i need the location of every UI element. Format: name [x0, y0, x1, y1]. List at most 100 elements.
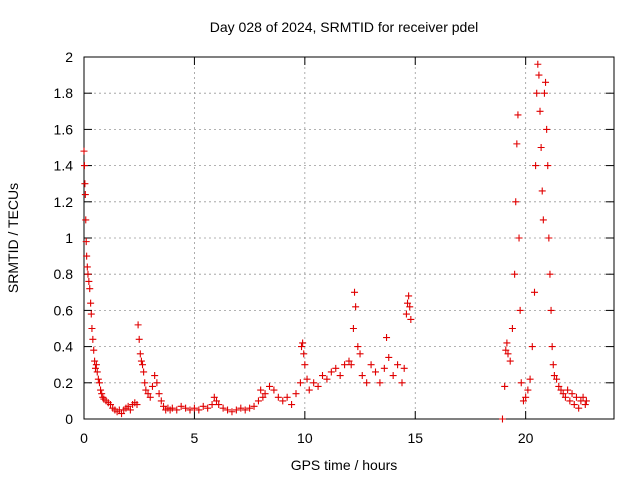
- y-tick-label: 1.6: [54, 121, 74, 137]
- data-point: [559, 390, 567, 398]
- x-tick-label: 5: [191, 430, 199, 446]
- data-point: [107, 401, 114, 409]
- data-point: [394, 361, 402, 369]
- data-point: [372, 368, 379, 376]
- data-point: [80, 162, 88, 170]
- data-point: [376, 379, 384, 387]
- data-point: [91, 364, 99, 372]
- data-point: [532, 162, 540, 170]
- y-tick-label: 2: [65, 49, 73, 65]
- x-tick-label: 20: [518, 430, 534, 446]
- data-point: [314, 382, 322, 390]
- data-point: [341, 361, 349, 369]
- data-point: [501, 382, 509, 390]
- data-point: [298, 343, 306, 351]
- data-point: [383, 334, 391, 342]
- y-tick-label: 1.2: [54, 194, 74, 210]
- data-point: [301, 361, 309, 369]
- data-point: [90, 346, 98, 354]
- data-point: [568, 390, 576, 398]
- data-point: [504, 350, 512, 358]
- data-point: [215, 401, 223, 409]
- data-point: [356, 350, 364, 358]
- data-point: [89, 335, 97, 343]
- axis-ticks: 00.20.40.60.811.21.41.61.820 5 10 15 20: [54, 49, 614, 446]
- data-point: [208, 401, 216, 409]
- data-point: [124, 402, 132, 410]
- data-point: [540, 89, 548, 97]
- data-point: [98, 390, 106, 398]
- data-point: [160, 402, 167, 410]
- data-point: [237, 404, 245, 412]
- data-point: [182, 404, 190, 412]
- data-point: [300, 350, 308, 358]
- data-point: [566, 397, 574, 405]
- data-point: [83, 263, 91, 271]
- x-tick-label: 0: [80, 430, 88, 446]
- data-point: [498, 415, 506, 423]
- y-tick-label: 1: [65, 230, 73, 246]
- data-point: [134, 321, 142, 329]
- data-point: [204, 404, 212, 412]
- data-point: [550, 372, 558, 380]
- data-point: [516, 306, 524, 314]
- data-point: [279, 397, 287, 405]
- data-point: [508, 325, 516, 332]
- data-point: [332, 364, 340, 372]
- x-axis-label: GPS time / hours: [291, 457, 398, 473]
- data-point: [274, 393, 282, 401]
- data-point: [575, 404, 583, 412]
- data-point: [136, 350, 144, 358]
- data-point: [506, 357, 514, 365]
- x-tick-label: 15: [407, 430, 423, 446]
- data-point: [526, 375, 534, 383]
- data-point: [345, 357, 353, 365]
- data-point: [144, 390, 152, 398]
- data-point: [94, 375, 102, 383]
- data-point: [561, 393, 569, 401]
- data-point: [502, 346, 510, 354]
- data-point: [398, 379, 406, 387]
- data-point: [305, 386, 313, 394]
- data-point: [92, 361, 100, 369]
- y-tick-label: 0: [65, 411, 73, 427]
- data-point: [327, 368, 335, 376]
- data-point: [543, 125, 551, 133]
- data-point: [288, 401, 296, 409]
- data-point: [292, 390, 300, 398]
- data-point: [173, 406, 181, 414]
- data-point: [517, 379, 525, 387]
- data-point: [219, 404, 227, 412]
- data-point: [539, 216, 547, 224]
- data-point: [153, 379, 161, 387]
- data-point: [363, 379, 371, 387]
- data-point: [296, 379, 304, 387]
- y-tick-label: 1.8: [54, 85, 74, 101]
- data-point: [155, 390, 163, 398]
- data-point: [542, 78, 550, 86]
- data-point: [514, 111, 522, 119]
- data-point: [546, 270, 554, 278]
- data-points: [80, 60, 590, 423]
- data-point: [572, 393, 580, 401]
- data-point: [354, 343, 362, 351]
- y-tick-label: 0.2: [54, 375, 74, 391]
- data-point: [84, 270, 92, 278]
- data-point: [195, 406, 203, 414]
- data-point: [549, 361, 557, 369]
- data-point: [545, 234, 553, 242]
- data-point: [553, 375, 561, 383]
- data-point: [148, 382, 156, 390]
- data-point: [310, 379, 318, 387]
- data-point: [512, 198, 520, 206]
- data-point: [303, 375, 311, 383]
- data-point: [536, 107, 544, 115]
- data-point: [254, 397, 262, 405]
- data-point: [135, 335, 143, 343]
- data-point: [524, 386, 532, 394]
- data-point: [407, 315, 415, 323]
- data-point: [266, 382, 273, 390]
- data-point: [87, 299, 95, 307]
- data-point: [283, 393, 291, 401]
